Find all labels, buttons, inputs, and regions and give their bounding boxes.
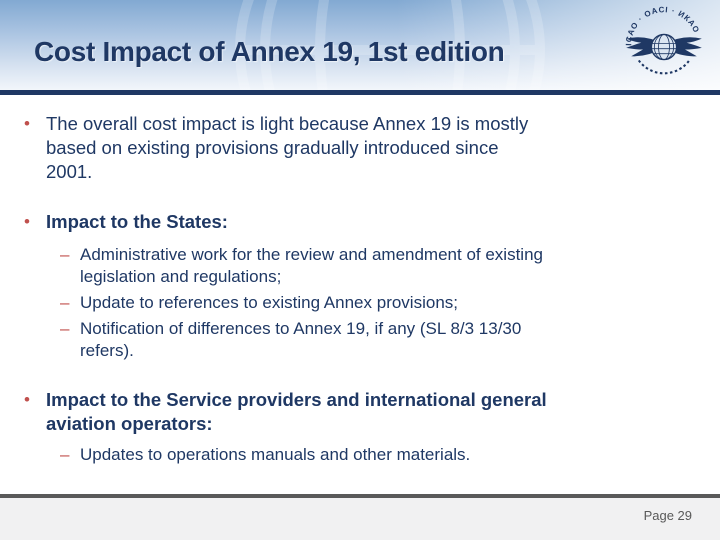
bullet-dash: – (60, 293, 70, 312)
icao-logo-icon: ICAO · OACI · ИКАО (624, 5, 702, 75)
bullet-dot: • (24, 114, 30, 133)
subbullet-notification-differences: – Notification of differences to Annex 1… (60, 319, 522, 360)
bullet-overall-cost: • The overall cost impact is light becau… (24, 113, 529, 182)
bullet-dash: – (60, 445, 70, 464)
subbullet-update-references: – Update to references to existing Annex… (60, 293, 458, 312)
slide-footer: Page 29 (0, 498, 720, 540)
footer-divider (0, 494, 720, 498)
slide-body: • The overall cost impact is light becau… (24, 112, 702, 466)
page-title: Cost Impact of Annex 19, 1st edition (34, 36, 505, 67)
bullet-impact-states: • Impact to the States: (24, 211, 228, 232)
logo-ring-bottom-arc (637, 59, 691, 75)
slide-header (0, 0, 720, 160)
header-divider (0, 90, 720, 95)
subbullet-updates-manuals: – Updates to operations manuals and othe… (60, 445, 471, 464)
logo-globe (650, 33, 678, 61)
bullet-dash: – (60, 319, 70, 338)
bullet-dash: – (60, 245, 70, 264)
logo-globe-meridians (651, 33, 677, 61)
page-number: Page 29 (643, 508, 692, 523)
bullet-dot: • (24, 390, 30, 409)
bullet-dot: • (24, 212, 30, 231)
bullet-impact-service-providers: • Impact to the Service providers and in… (24, 389, 547, 434)
subbullet-administrative-work: – Administrative work for the review and… (60, 245, 543, 286)
